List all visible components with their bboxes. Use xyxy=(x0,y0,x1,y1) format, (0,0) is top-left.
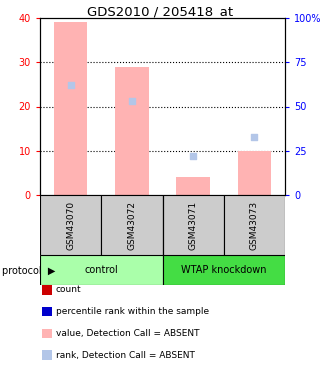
Text: GSM43070: GSM43070 xyxy=(66,200,75,250)
Text: control: control xyxy=(84,265,118,275)
Bar xyxy=(101,195,163,255)
Bar xyxy=(163,195,224,255)
Text: protocol  ▶: protocol ▶ xyxy=(2,266,55,276)
Bar xyxy=(54,22,87,195)
Text: rank, Detection Call = ABSENT: rank, Detection Call = ABSENT xyxy=(56,351,195,360)
Bar xyxy=(40,255,163,285)
Text: value, Detection Call = ABSENT: value, Detection Call = ABSENT xyxy=(56,329,199,338)
Text: GDS2010 / 205418_at: GDS2010 / 205418_at xyxy=(87,5,233,18)
Point xyxy=(68,82,73,88)
Bar xyxy=(237,151,271,195)
Point xyxy=(129,98,134,104)
Text: GSM43071: GSM43071 xyxy=(188,200,198,250)
Text: percentile rank within the sample: percentile rank within the sample xyxy=(56,307,209,316)
Bar xyxy=(176,177,210,195)
Text: count: count xyxy=(56,285,82,294)
Point xyxy=(191,153,196,159)
Bar xyxy=(224,195,285,255)
Text: GSM43073: GSM43073 xyxy=(250,200,259,250)
Point xyxy=(252,134,257,140)
Text: WTAP knockdown: WTAP knockdown xyxy=(181,265,267,275)
Bar xyxy=(163,255,285,285)
Bar xyxy=(40,195,101,255)
Bar xyxy=(115,67,149,195)
Text: GSM43072: GSM43072 xyxy=(127,201,136,249)
